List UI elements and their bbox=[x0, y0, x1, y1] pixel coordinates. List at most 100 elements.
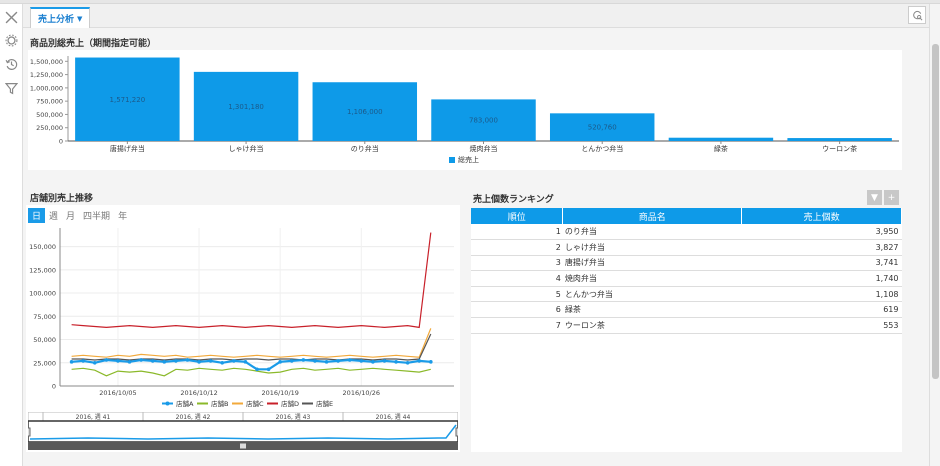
data-point[interactable] bbox=[347, 358, 352, 362]
table-row[interactable]: 4 焼肉弁当 1,740 bbox=[471, 270, 902, 287]
y-tick-label: 0 bbox=[59, 138, 63, 146]
data-point[interactable] bbox=[313, 359, 317, 363]
count-cell: 3,827 bbox=[741, 239, 902, 256]
bar-data-label: 783,000 bbox=[469, 117, 498, 125]
data-point[interactable] bbox=[243, 360, 248, 364]
navigator-left-handle[interactable] bbox=[28, 427, 31, 437]
table-row[interactable]: 7 ウーロン茶 553 bbox=[471, 317, 902, 334]
data-point[interactable] bbox=[208, 359, 213, 363]
data-point[interactable] bbox=[69, 360, 74, 364]
data-point[interactable] bbox=[174, 359, 178, 363]
data-point[interactable] bbox=[394, 360, 398, 364]
legend-swatch bbox=[449, 157, 455, 163]
bar[interactable] bbox=[787, 138, 892, 141]
time-button[interactable]: 月 bbox=[66, 212, 76, 222]
series-line[interactable] bbox=[71, 232, 432, 329]
data-point[interactable] bbox=[324, 360, 329, 364]
bar[interactable] bbox=[668, 137, 774, 141]
ranking-table: 順位 商品名 売上個数 1 のり弁当 3,950 2 しゃけ弁当 3,827 3 唐揚げ弁当 3… bbox=[471, 208, 902, 334]
navigator-week-label: 2016, 週 42 bbox=[176, 413, 211, 421]
series-line[interactable] bbox=[71, 333, 432, 361]
table-row[interactable]: 1 のり弁当 3,950 bbox=[471, 224, 902, 241]
x-tick-label: しゃけ弁当 bbox=[229, 144, 264, 153]
data-point[interactable] bbox=[266, 367, 271, 372]
data-point[interactable] bbox=[382, 359, 387, 363]
time-button[interactable]: 四半期 bbox=[83, 212, 111, 222]
table-row[interactable]: 6 緑茶 619 bbox=[471, 301, 902, 319]
data-point[interactable] bbox=[417, 359, 422, 363]
name-cell: とんかつ弁当 bbox=[562, 286, 742, 303]
store-trend-line-chart: 0 25,000 50,000 75,000 100,000 125,000 150,000… bbox=[29, 228, 454, 408]
count-cell: 1,740 bbox=[741, 270, 902, 287]
time-granularity-buttons: 日週月四半期年 bbox=[28, 208, 131, 223]
data-point[interactable] bbox=[336, 359, 340, 363]
navigator-right-handle[interactable] bbox=[455, 427, 458, 437]
data-point[interactable] bbox=[405, 360, 410, 365]
data-point[interactable] bbox=[150, 359, 155, 363]
history-icon[interactable] bbox=[4, 57, 19, 72]
ranking-add-button[interactable]: + bbox=[884, 190, 899, 205]
legend-label[interactable]: 店舗C bbox=[246, 399, 264, 408]
table-row[interactable]: 5 とんかつ弁当 1,108 bbox=[471, 286, 902, 303]
y-tick-label: 1,500,000 bbox=[30, 58, 63, 66]
y-tick-label: 125,000 bbox=[29, 266, 56, 274]
legend-label[interactable]: 総売上 bbox=[458, 155, 479, 164]
data-point[interactable] bbox=[232, 359, 236, 363]
data-point[interactable] bbox=[359, 359, 364, 363]
bar[interactable] bbox=[75, 57, 180, 141]
time-button[interactable]: 日 bbox=[28, 208, 46, 223]
chevron-down-icon[interactable]: ▼ bbox=[77, 14, 83, 23]
refresh-search-button[interactable] bbox=[908, 6, 926, 24]
data-point[interactable] bbox=[220, 360, 225, 365]
data-point[interactable] bbox=[185, 358, 190, 362]
time-range-navigator[interactable]: 2016, 週 41 2016, 週 42 2016, 週 43 2016, 週 44 bbox=[28, 412, 458, 450]
data-point[interactable] bbox=[162, 360, 167, 364]
vertical-scrollbar[interactable] bbox=[929, 4, 940, 466]
data-point[interactable] bbox=[289, 359, 294, 363]
legend-label[interactable]: 店舗A bbox=[176, 399, 194, 408]
data-point[interactable] bbox=[92, 360, 97, 365]
ranking-header-row: 順位 商品名 売上個数 bbox=[471, 208, 902, 224]
navigator-week-label: 2016, 週 43 bbox=[276, 413, 311, 421]
data-point[interactable] bbox=[255, 367, 259, 372]
y-tick-label: 1,000,000 bbox=[30, 84, 63, 92]
legend-label[interactable]: 店舗D bbox=[281, 399, 299, 408]
bar[interactable] bbox=[312, 82, 418, 141]
bar[interactable] bbox=[193, 71, 299, 141]
series-line[interactable] bbox=[71, 328, 432, 358]
ranking-dropdown-button[interactable]: ▼ bbox=[867, 190, 882, 205]
bar[interactable] bbox=[431, 99, 536, 141]
col-rank-header[interactable]: 順位 bbox=[471, 208, 564, 224]
col-name-header[interactable]: 商品名 bbox=[562, 208, 743, 224]
data-point[interactable] bbox=[278, 360, 282, 364]
data-point[interactable] bbox=[104, 358, 109, 362]
product-sales-bar-chart: 0 250,000 500,000 750,000 1,000,000 1,250,000… bbox=[30, 56, 899, 164]
table-row[interactable]: 2 しゃけ弁当 3,827 bbox=[471, 239, 902, 256]
data-point[interactable] bbox=[301, 358, 306, 362]
y-tick-label: 100,000 bbox=[29, 290, 56, 298]
data-point[interactable] bbox=[116, 359, 120, 363]
data-point[interactable] bbox=[197, 360, 201, 364]
gear-icon[interactable] bbox=[4, 33, 19, 48]
series-line[interactable] bbox=[71, 367, 431, 377]
bar[interactable] bbox=[549, 113, 655, 141]
tab-sales-analysis[interactable]: 売上分析 ▼ bbox=[30, 7, 91, 28]
data-point[interactable] bbox=[139, 358, 143, 362]
close-icon[interactable] bbox=[4, 10, 19, 25]
data-point[interactable] bbox=[127, 360, 132, 364]
legend-label[interactable]: 店舗E bbox=[316, 399, 333, 408]
y-tick-label: 25,000 bbox=[33, 359, 56, 367]
table-row[interactable]: 3 唐揚げ弁当 3,741 bbox=[471, 255, 902, 272]
data-point[interactable] bbox=[429, 360, 433, 364]
legend-label[interactable]: 店舗B bbox=[211, 399, 228, 408]
product-sales-title: 商品別総売上（期間指定可能） bbox=[30, 39, 157, 49]
data-point[interactable] bbox=[371, 360, 375, 364]
navigator-grip-icon[interactable] bbox=[240, 443, 246, 449]
data-point[interactable] bbox=[81, 359, 85, 363]
series-line[interactable] bbox=[71, 358, 431, 371]
col-count-header[interactable]: 売上個数 bbox=[741, 208, 902, 224]
filter-icon[interactable] bbox=[4, 81, 19, 96]
time-button[interactable]: 週 bbox=[49, 212, 59, 222]
scrollbar-thumb[interactable] bbox=[932, 44, 939, 379]
time-button[interactable]: 年 bbox=[118, 212, 128, 222]
